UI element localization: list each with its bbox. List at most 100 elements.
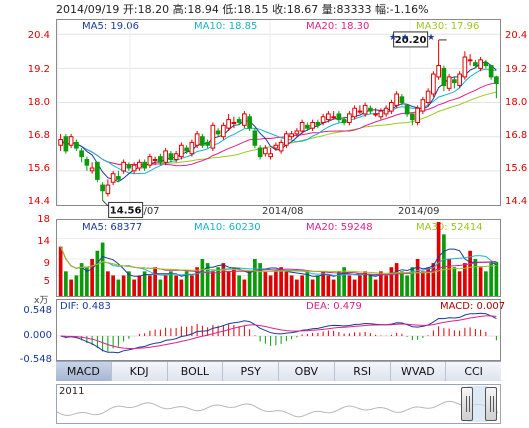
macd-ytick: 0.000 <box>23 330 52 341</box>
candle-body <box>446 76 452 89</box>
candle-body <box>483 62 489 67</box>
candle-body <box>105 184 111 195</box>
volume-bar <box>452 267 457 296</box>
tab-boll[interactable]: BOLL <box>168 362 224 381</box>
volume-bar <box>436 222 441 296</box>
candle-body <box>436 65 441 78</box>
candle-body <box>410 113 415 121</box>
candle-body <box>441 67 447 86</box>
candle-body <box>194 133 200 146</box>
price-ytick-right: 18.0 <box>505 97 528 108</box>
price-ma5-legend: MA5: 19.06 <box>82 21 140 32</box>
vol-ytick: 5 <box>43 276 50 287</box>
volume-bar <box>379 271 383 296</box>
candle-body <box>289 133 294 138</box>
candle-body <box>357 110 363 113</box>
candle-body <box>84 158 90 166</box>
candle-body <box>116 176 121 180</box>
price-ma30-legend: MA30: 17.96 <box>416 21 480 32</box>
price-ytick-left: 15.6 <box>27 163 50 174</box>
price-ytick-right: 19.2 <box>505 64 528 75</box>
price-ytick-left: 19.2 <box>27 64 50 75</box>
candle-body <box>326 113 331 121</box>
volume-bar <box>247 271 252 296</box>
vol-ma10-legend: MA10: 60230 <box>194 222 261 233</box>
candle-body <box>257 147 263 158</box>
candle-body <box>478 59 483 69</box>
date-label-sep: 2014/09 <box>398 206 440 217</box>
candle-body <box>179 144 184 158</box>
candle-body <box>273 144 279 149</box>
volume-bar <box>274 271 278 296</box>
volume-bar <box>263 271 268 296</box>
candle-body <box>473 62 478 67</box>
candle-body <box>284 133 289 146</box>
price-ytick-right: 15.6 <box>505 163 528 174</box>
tab-kdj[interactable]: KDJ <box>112 362 168 381</box>
tab-macd[interactable]: MACD <box>56 362 112 381</box>
price-ytick-left: 20.4 <box>27 30 50 41</box>
volume-bar <box>442 234 446 296</box>
volume-bar <box>316 275 320 296</box>
volume-bar <box>200 259 205 296</box>
candle-body <box>431 73 436 95</box>
macd-dif-legend: DIF: 0.483 <box>60 301 111 312</box>
volume-bar <box>373 279 378 296</box>
navigator-right-handle[interactable] <box>485 387 497 421</box>
volume-bar <box>106 271 110 296</box>
navigator-year-label: 2011 <box>59 386 85 397</box>
candle-body <box>247 116 252 129</box>
candle-body <box>58 139 63 146</box>
candle-body <box>336 113 342 121</box>
vol-unit-label: x万 <box>34 296 49 306</box>
volume-bar <box>148 275 152 296</box>
volume-bar <box>463 263 467 296</box>
volume-bar <box>132 279 136 296</box>
candle-body <box>236 119 242 123</box>
volume-bar <box>111 275 115 296</box>
candle-body <box>210 124 216 149</box>
volume-bar <box>342 267 346 296</box>
price-ma5-line <box>60 61 497 183</box>
candle-body <box>404 104 410 115</box>
candle-body <box>221 124 226 138</box>
candle-body <box>268 153 273 158</box>
quote-date: 2014/09/19 <box>56 3 120 16</box>
volume-bar <box>58 246 63 296</box>
volume-bar <box>368 275 373 296</box>
volume-bar <box>179 279 184 296</box>
vol-ytick: 14 <box>37 236 50 247</box>
volume-bar <box>69 279 73 296</box>
tab-rsi[interactable]: RSI <box>335 362 391 381</box>
star-marker-icon: ★ <box>389 33 397 43</box>
volume-bar <box>90 259 94 296</box>
tab-cci[interactable]: CCI <box>464 365 483 378</box>
tab-psy[interactable]: PSY <box>223 362 279 381</box>
price-ma10-line <box>60 68 497 175</box>
volume-bar <box>489 263 493 296</box>
open-value: 18.20 <box>137 3 170 16</box>
volume-bar <box>100 242 105 296</box>
volume-bar <box>295 279 299 296</box>
tab-obv[interactable]: OBV <box>279 362 335 381</box>
volume-bar <box>331 279 336 296</box>
volume-bar <box>300 275 304 296</box>
tab-wvad[interactable]: WVAD <box>391 362 447 381</box>
candle-body <box>89 167 95 172</box>
candle-body <box>494 76 499 84</box>
candle-body <box>294 130 300 135</box>
volume-value: 83333 <box>336 3 372 16</box>
candle-body <box>378 110 384 118</box>
volume-bar <box>121 275 126 296</box>
volume-bar <box>85 267 89 296</box>
macd-panel[interactable] <box>56 299 501 361</box>
candle-body <box>184 147 189 152</box>
macd-ytick: -0.548 <box>19 354 52 365</box>
range-navigator[interactable]: 2011 <box>56 384 501 424</box>
navigator-left-handle[interactable] <box>461 387 473 421</box>
macd-dea-legend: DEA: 0.479 <box>306 301 362 312</box>
candle-body <box>100 184 105 192</box>
volume-bar <box>410 267 415 296</box>
candle-body <box>231 121 237 124</box>
candle-body <box>310 121 315 129</box>
